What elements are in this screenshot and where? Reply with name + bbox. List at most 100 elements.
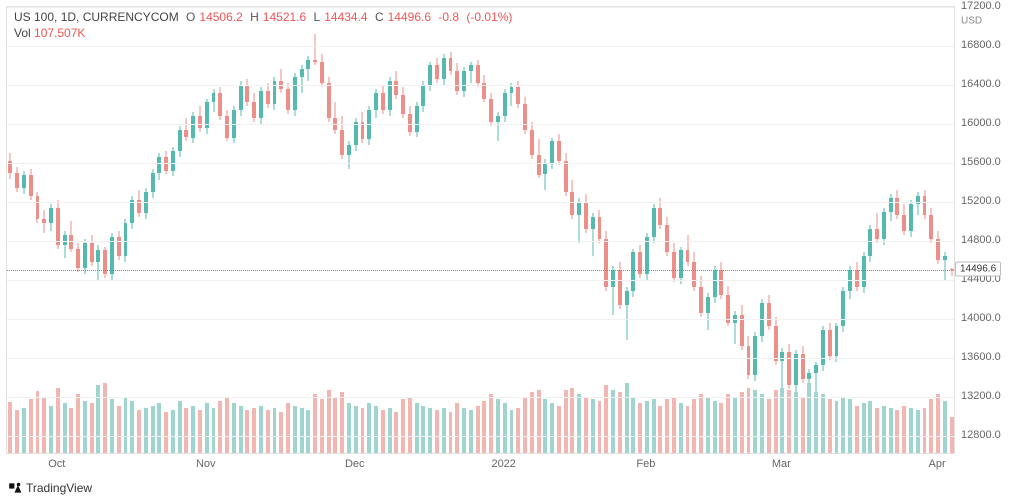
gridline <box>7 124 954 125</box>
volume-bar <box>415 403 419 453</box>
last-price-line <box>7 270 954 271</box>
volume-bar <box>841 397 845 453</box>
o-label: O <box>186 10 195 24</box>
symbol-label: US 100, 1D, CURRENCYCOM <box>14 10 179 24</box>
volume-bar <box>801 397 805 453</box>
x-tick-label: Feb <box>636 458 655 470</box>
volume-bar <box>584 397 588 453</box>
volume-bar <box>875 408 879 453</box>
volume-bar <box>923 408 927 453</box>
volume-bar <box>69 408 73 453</box>
volume-bar <box>855 406 859 453</box>
volume-bar <box>408 397 412 453</box>
volume-bar <box>117 406 121 453</box>
volume-bar <box>374 406 378 453</box>
volume-bar <box>171 410 175 453</box>
volume-bar <box>130 401 134 453</box>
volume-bar <box>611 390 615 453</box>
volume-bar <box>273 408 277 453</box>
volume-bar <box>151 406 155 453</box>
volume-bar <box>455 403 459 453</box>
volume-bar <box>279 412 283 453</box>
volume-bar <box>862 403 866 453</box>
volume-bar <box>909 408 913 453</box>
volume-bar <box>774 390 778 453</box>
volume-bar <box>252 408 256 453</box>
volume-bar <box>645 401 649 453</box>
open-value: 14506.2 <box>199 10 242 24</box>
volume-bar <box>543 399 547 453</box>
attribution[interactable]: TradingView <box>8 481 92 495</box>
volume-bar <box>943 401 947 453</box>
volume-bar <box>692 399 696 453</box>
volume-bar <box>868 401 872 453</box>
y-axis: 17200.016800.016400.016000.015600.015200… <box>954 6 1012 454</box>
volume-bar <box>686 406 690 453</box>
volume-bar <box>489 394 493 453</box>
volume-bar <box>144 408 148 453</box>
volume-bar <box>787 390 791 453</box>
volume-bar <box>63 403 67 453</box>
volume-bar <box>936 394 940 453</box>
volume-bar <box>381 410 385 453</box>
volume-bar <box>530 392 534 453</box>
volume-bar <box>42 397 46 453</box>
volume-bar <box>550 403 554 453</box>
volume-bar <box>191 406 195 453</box>
x-tick-label: Mar <box>772 458 791 470</box>
volume-bar <box>895 410 899 453</box>
volume-bar <box>266 410 270 453</box>
volume-bar <box>421 406 425 453</box>
volume-bar <box>333 397 337 453</box>
volume-bar <box>462 408 466 453</box>
volume-bar <box>435 410 439 453</box>
l-label: L <box>314 10 321 24</box>
volume-bar <box>598 401 602 453</box>
volume-bar <box>665 399 669 453</box>
close-value: 14496.6 <box>388 10 431 24</box>
volume-bar <box>652 399 656 453</box>
volume-bar <box>76 394 80 453</box>
c-label: C <box>375 10 384 24</box>
volume-bar <box>828 399 832 453</box>
volume-bar <box>835 401 839 453</box>
y-tick-label: 12800.0 <box>961 429 1001 441</box>
volume-bar <box>638 403 642 453</box>
volume-bar <box>110 399 114 453</box>
volume-bar <box>96 385 100 453</box>
volume-bar <box>218 401 222 453</box>
y-tick-label: 14800.0 <box>961 234 1001 246</box>
volume-bar <box>401 399 405 453</box>
gridline <box>7 85 954 86</box>
volume-bar <box>83 401 87 453</box>
volume-bar <box>137 410 141 453</box>
volume-bar <box>320 399 324 453</box>
volume-bar <box>293 406 297 453</box>
chart-container: US 100, 1D, CURRENCYCOM O14506.2 H14521.… <box>0 0 1012 501</box>
price-plot[interactable] <box>6 6 954 454</box>
volume-bar <box>929 399 933 453</box>
y-tick-label: 17200.0 <box>961 0 1001 12</box>
gridline <box>7 7 954 8</box>
gridline <box>7 202 954 203</box>
volume-bar <box>164 412 168 453</box>
volume-bar <box>449 412 453 453</box>
volume-bar <box>814 392 818 453</box>
volume-bar <box>327 390 331 453</box>
y-tick-label: 13200.0 <box>961 390 1001 402</box>
volume-bar <box>124 397 128 453</box>
volume-bar <box>740 392 744 453</box>
volume-bar <box>388 408 392 453</box>
tradingview-icon <box>8 481 22 495</box>
change-pct-value: (-0.01%) <box>466 10 512 24</box>
volume-bar <box>286 403 290 453</box>
volume-bar <box>36 391 40 453</box>
volume-bar <box>821 394 825 453</box>
volume-bar <box>618 392 622 453</box>
volume-bar <box>902 406 906 453</box>
volume-bar <box>469 410 473 453</box>
volume-bar <box>225 397 229 453</box>
volume-bar <box>848 399 852 453</box>
volume-bar <box>157 403 161 453</box>
gridline <box>7 358 954 359</box>
